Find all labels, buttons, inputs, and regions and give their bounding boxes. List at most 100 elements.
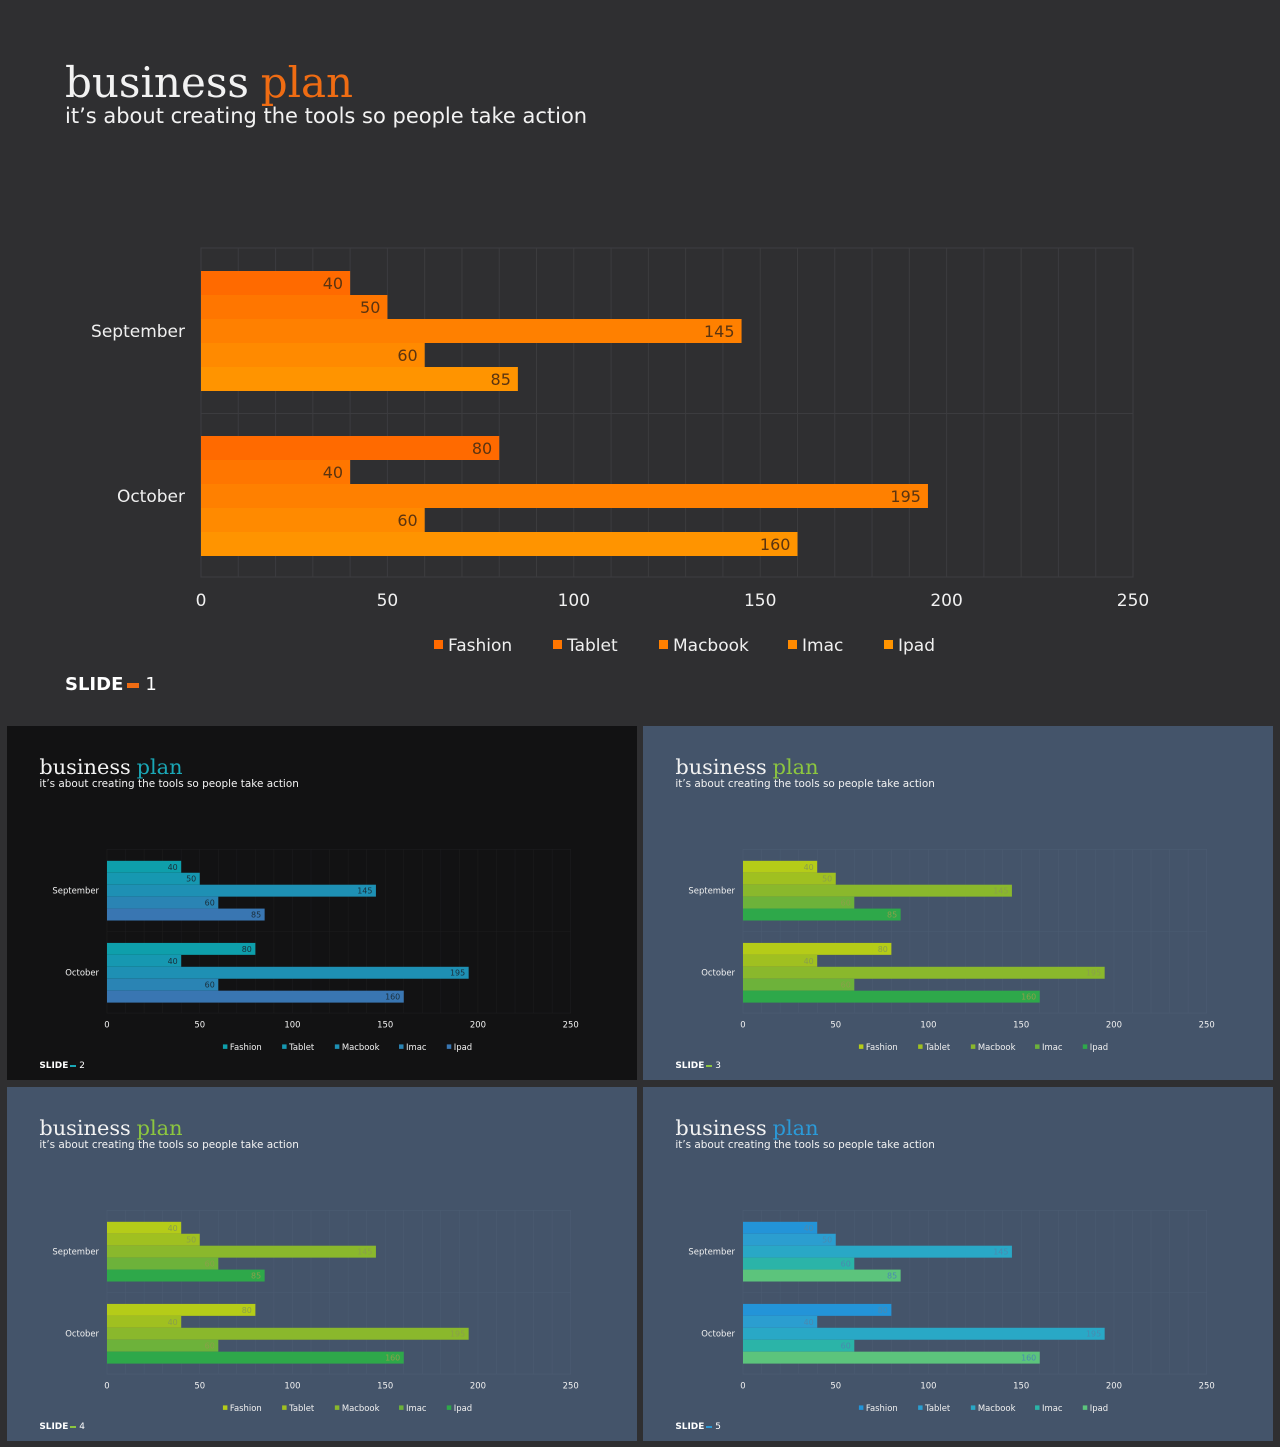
- slide-number: SLIDE 2: [39, 1062, 85, 1071]
- legend-swatch: [858, 1044, 864, 1049]
- slide-subtitle: it’s about creating the tools so people …: [675, 1138, 935, 1151]
- bar-ipad-september: [742, 908, 901, 921]
- bar-ipad-september: [201, 367, 518, 391]
- data-label: 50: [186, 875, 196, 884]
- bar-ipad-october: [106, 990, 404, 1003]
- category-label: September: [91, 322, 185, 342]
- legend-label: Tablet: [924, 1403, 951, 1413]
- slide-3[interactable]: business plan it’s about creating the tool…: [643, 726, 1273, 1080]
- data-label: 50: [186, 1236, 196, 1245]
- category-label: September: [52, 886, 99, 896]
- bar-ipad-october: [742, 1351, 1040, 1364]
- slide-subtitle: it’s about creating the tools so people …: [675, 777, 935, 790]
- category-label: October: [65, 1329, 99, 1339]
- bar-macbook-september: [106, 1245, 376, 1258]
- data-label: 145: [993, 1248, 1008, 1257]
- bar-imac-october: [201, 508, 425, 532]
- data-label: 50: [360, 298, 380, 317]
- category-label: October: [701, 1329, 735, 1339]
- data-label: 40: [168, 957, 178, 966]
- x-tick-label: 0: [740, 1019, 745, 1029]
- bar-macbook-september: [742, 1245, 1012, 1258]
- category-label: September: [52, 1247, 99, 1257]
- legend-swatch: [553, 640, 562, 649]
- slide-4[interactable]: business plan it’s about creating the tool…: [7, 1087, 637, 1441]
- bar-macbook-september: [742, 884, 1012, 897]
- bar-tablet-september: [106, 1233, 200, 1246]
- slide-1[interactable]: business plan it’s about creating the tool…: [0, 0, 1280, 722]
- slide-number-value: 2: [79, 1061, 85, 1072]
- data-label: 145: [357, 887, 372, 896]
- legend-label: Fashion: [448, 636, 512, 656]
- slide-number-value: 1: [145, 674, 157, 695]
- title-accent: plan: [260, 58, 354, 107]
- legend-label: Imac: [802, 636, 843, 656]
- x-tick-label: 0: [104, 1380, 109, 1390]
- bar-chart: 40 50 145 60 85 September 80 40 195 60 160 October 0…: [688, 1210, 1215, 1413]
- bar-macbook-october: [106, 1327, 469, 1340]
- bar-fashion-september: [106, 860, 182, 873]
- legend-label: Fashion: [866, 1403, 898, 1413]
- data-label: 145: [357, 1248, 372, 1257]
- data-label: 85: [251, 1272, 261, 1281]
- x-tick-label: 250: [1117, 591, 1149, 611]
- bar-fashion-october: [742, 942, 892, 955]
- x-tick-label: 200: [470, 1019, 486, 1029]
- data-label: 60: [205, 1260, 215, 1269]
- x-tick-label: 100: [920, 1019, 936, 1029]
- data-label: 85: [887, 1272, 897, 1281]
- slide-title: business plan: [65, 62, 353, 104]
- bar-tablet-september: [201, 295, 388, 319]
- x-tick-label: 100: [558, 591, 590, 611]
- slide-number: SLIDE 1: [65, 676, 157, 694]
- title-main: business: [39, 754, 131, 779]
- data-label: 195: [1086, 1330, 1101, 1339]
- x-tick-label: 0: [740, 1380, 745, 1390]
- title-main: business: [65, 58, 249, 107]
- x-tick-label: 150: [377, 1380, 393, 1390]
- bar-imac-september: [106, 896, 219, 909]
- x-tick-label: 100: [284, 1019, 300, 1029]
- bar-chart: 40 50 145 60 85 September 80 40 195 60 160 October 0…: [52, 849, 579, 1052]
- slide-number-value: 4: [79, 1422, 85, 1433]
- legend-swatch: [399, 1405, 404, 1410]
- slide-dash-marker: [70, 1064, 77, 1068]
- legend-swatch: [659, 640, 668, 649]
- bar-fashion-september: [742, 1221, 818, 1234]
- bar-ipad-october: [106, 1351, 404, 1364]
- legend-label: Fashion: [230, 1042, 262, 1052]
- data-label: 60: [205, 899, 215, 908]
- bar-tablet-september: [742, 1233, 836, 1246]
- data-label: 40: [323, 463, 343, 482]
- legend-swatch: [788, 640, 797, 649]
- bar-imac-october: [106, 1339, 219, 1352]
- data-label: 80: [242, 945, 252, 954]
- slide-title: business plan: [39, 754, 182, 779]
- slide-title: business plan: [675, 1117, 818, 1139]
- data-label: 85: [887, 911, 897, 920]
- category-label: October: [117, 487, 185, 507]
- bar-macbook-september: [201, 319, 742, 343]
- slide-2[interactable]: business plan it’s about creating the tool…: [7, 726, 637, 1080]
- slide-dash-marker: [70, 1425, 77, 1429]
- plot-area: [742, 1210, 1207, 1375]
- legend-label: Macbook: [978, 1042, 1016, 1052]
- bar-tablet-september: [742, 872, 836, 885]
- slide-5[interactable]: business plan it’s about creating the tool…: [643, 1087, 1273, 1441]
- bar-ipad-october: [742, 990, 1040, 1003]
- title-main: business: [675, 754, 767, 779]
- slide-subtitle: it’s about creating the tools so people …: [39, 777, 299, 790]
- bar-fashion-september: [106, 1221, 182, 1234]
- data-label: 160: [1021, 993, 1036, 1002]
- legend-label: Imac: [406, 1042, 427, 1052]
- bar-fashion-september: [201, 271, 351, 295]
- legend-swatch: [1082, 1405, 1088, 1410]
- slide-number: SLIDE 4: [39, 1423, 85, 1432]
- slide-label: SLIDE: [675, 1422, 705, 1433]
- x-tick-label: 250: [1199, 1380, 1215, 1390]
- data-label: 40: [168, 1318, 178, 1327]
- category-label: September: [688, 1247, 735, 1257]
- slide-title: business plan: [675, 754, 818, 779]
- data-label: 160: [1021, 1354, 1036, 1363]
- legend-swatch: [1035, 1044, 1040, 1049]
